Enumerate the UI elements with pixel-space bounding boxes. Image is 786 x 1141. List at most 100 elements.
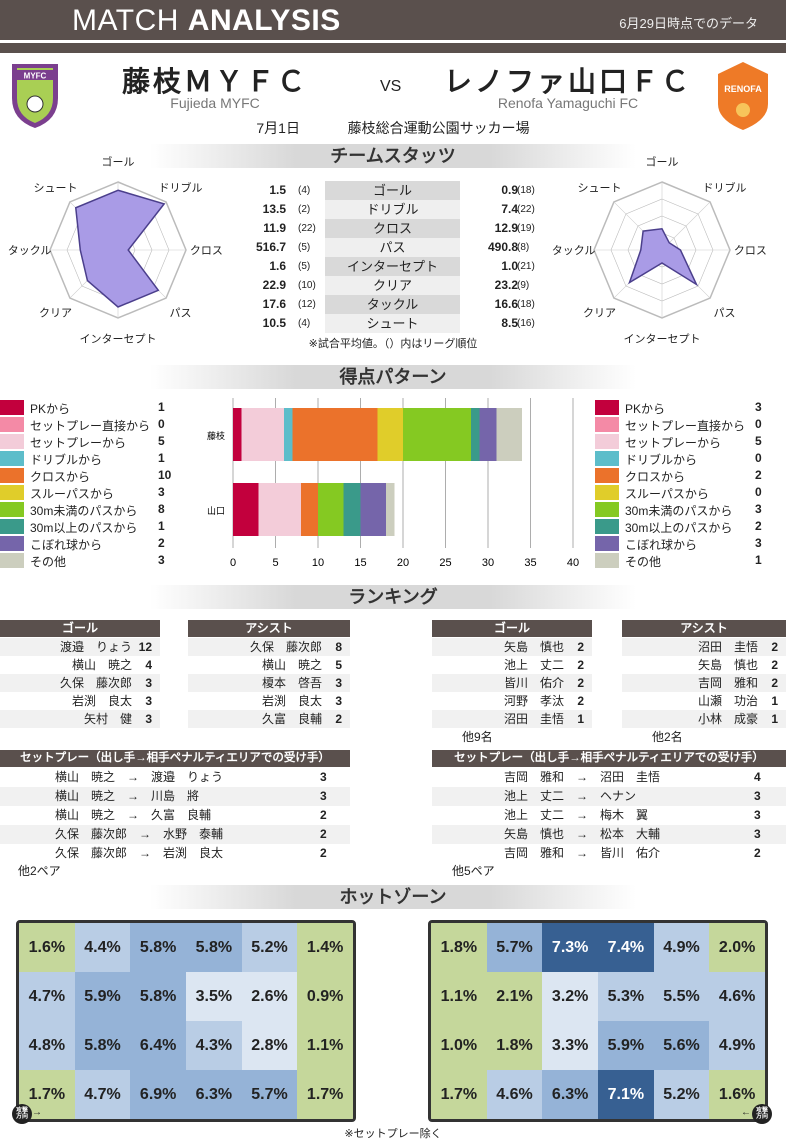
attack-direction-badge: 攻撃方向 [752, 1104, 772, 1124]
ranking-more: 他9名 [462, 730, 493, 744]
legend-count: 5 [158, 434, 165, 448]
home-stat-value: 13.5 [262, 202, 286, 216]
legend-count: 0 [755, 485, 762, 499]
legend-count: 0 [755, 451, 762, 465]
hotzone-cell: 5.9% [598, 1021, 654, 1070]
ranking-row: 横山 暁之 4 [0, 656, 160, 674]
legend-label: 30m以上のパスから [625, 521, 733, 535]
player-value: 3 [145, 712, 152, 726]
legend-count: 1 [158, 519, 165, 533]
legend-item: クロスから 10 [0, 467, 171, 484]
home-stat-rank: (5) [298, 261, 311, 272]
hotzone-cell: 6.3% [186, 1070, 242, 1119]
legend-item: クロスから 2 [595, 467, 770, 484]
player-name: 矢村 健 [83, 712, 132, 726]
setplay-row: 矢島 慎也 → 松本 大輔 3 [432, 825, 786, 844]
setplay-row: 横山 暁之 → 川島 將 3 [0, 787, 350, 806]
legend-label: スルーパスから [30, 487, 114, 501]
player-value: 2 [577, 694, 584, 708]
header-bar [0, 0, 786, 40]
bar-segment-7 [343, 483, 361, 536]
radar-label: クリア [39, 307, 72, 320]
player-name: 矢島 慎也 [503, 640, 564, 654]
ranking-header: アシスト [188, 620, 350, 637]
hotzone-cell: 1.0% [431, 1021, 487, 1070]
hotzone-cell: 5.3% [598, 972, 654, 1021]
hotzone-cell: 1.1% [297, 1021, 353, 1070]
attack-direction-label: 攻撃方向 [16, 1108, 29, 1120]
player-name: 岩渕 良太 [261, 694, 322, 708]
legend-count: 2 [158, 536, 165, 550]
away-stat-value: 1.0 [501, 259, 518, 273]
setplay-row: 久保 藤次郎 → 水野 泰輔 2 [0, 825, 350, 844]
setplay-pair: 吉岡 雅和 → 皆川 佑介 [504, 846, 661, 860]
svg-text:MYFC: MYFC [24, 72, 47, 81]
hotzone-cell: 3.2% [542, 972, 598, 1021]
player-value: 2 [771, 658, 778, 672]
bar-segment-6 [318, 483, 344, 536]
radar-label: シュート [33, 182, 77, 194]
player-name: 横山 暁之 [261, 658, 322, 672]
radar-label: シュート [577, 182, 621, 194]
bar-segment-2 [258, 483, 301, 536]
player-value: 2 [577, 658, 584, 672]
stats-row: 17.6 (12) タックル 16.6 (18) [250, 295, 550, 314]
setplay-row: 池上 丈二 → 梅木 翼 3 [432, 806, 786, 825]
legend-label: その他 [625, 555, 662, 569]
hotzone-cell: 5.8% [130, 972, 186, 1021]
legend-label: こぼれ球から [625, 538, 698, 552]
category-label: 藤枝 [207, 430, 225, 441]
player-name: 久保 藤次郎 [249, 640, 322, 654]
legend-count: 3 [755, 502, 762, 516]
stats-row: 13.5 (2) ドリブル 7.4 (22) [250, 200, 550, 219]
setplay-row: 横山 暁之 → 久富 良輔 2 [0, 806, 350, 825]
radar-label: インターセプト [80, 332, 157, 345]
legend-item: 30m以上のパスから 1 [0, 518, 170, 535]
player-name: 渡邉 りょう [59, 640, 132, 654]
home-stat-rank: (10) [298, 280, 316, 291]
hotzone-cell: 5.8% [186, 923, 242, 972]
legend-label: こぼれ球から [30, 538, 103, 552]
away-stat-rank: (18) [517, 185, 535, 196]
legend-swatch [595, 434, 619, 449]
away-stat-value: 0.9 [501, 183, 518, 197]
legend-item: セットプレー直接から 0 [0, 416, 170, 433]
player-name: 沼田 圭悟 [503, 712, 564, 726]
as-of-date: 6月29日時点でのデータ [619, 16, 758, 31]
away-stat-rank: (8) [517, 242, 530, 253]
setplay-count: 3 [320, 770, 327, 784]
hotzone-cell: 6.4% [130, 1021, 186, 1070]
player-value: 8 [335, 640, 342, 654]
hotzone-cell: 1.8% [486, 1021, 543, 1070]
stats-row: 22.9 (10) クリア 23.2 (9) [250, 276, 550, 295]
radar-label: ゴール [102, 155, 135, 169]
away-stat-value: 7.4 [501, 202, 518, 216]
legend-count: 3 [755, 536, 762, 550]
legend-count: 1 [158, 400, 165, 414]
match-date: 7月1日 [256, 120, 300, 136]
x-tick-label: 30 [482, 557, 494, 569]
ranking-row: 岩渕 良太 3 [188, 692, 350, 710]
match-info: 7月1日 藤枝総合運動公園サッカー場 [0, 118, 786, 138]
player-name: 矢島 慎也 [697, 658, 758, 672]
player-value: 1 [577, 712, 584, 726]
legend-swatch [595, 485, 619, 500]
radar-shape [628, 227, 699, 287]
legend-swatch [0, 417, 24, 432]
stat-label: クロス [325, 219, 460, 238]
player-name: 久保 藤次郎 [59, 676, 132, 690]
player-name: 久富 良輔 [261, 712, 322, 726]
radar-label: ドリブル [159, 180, 203, 194]
legend-item: こぼれ球から 2 [0, 535, 170, 552]
legend-label: セットプレー直接から [625, 419, 746, 433]
legend-swatch [595, 400, 619, 415]
x-tick-label: 40 [567, 557, 579, 569]
stat-label: クリア [325, 276, 460, 295]
player-name: 吉岡 雅和 [697, 676, 758, 690]
ranking-table: 渡邉 りょう 12 横山 暁之 4 久保 藤次郎 3 岩渕 良太 3 矢村 健 3 [0, 638, 160, 728]
legend-swatch [595, 468, 619, 483]
player-name: 皆川 佑介 [503, 676, 564, 690]
title-bold: ANALYSIS [187, 4, 341, 37]
hotzone-cell: 4.6% [709, 972, 765, 1021]
